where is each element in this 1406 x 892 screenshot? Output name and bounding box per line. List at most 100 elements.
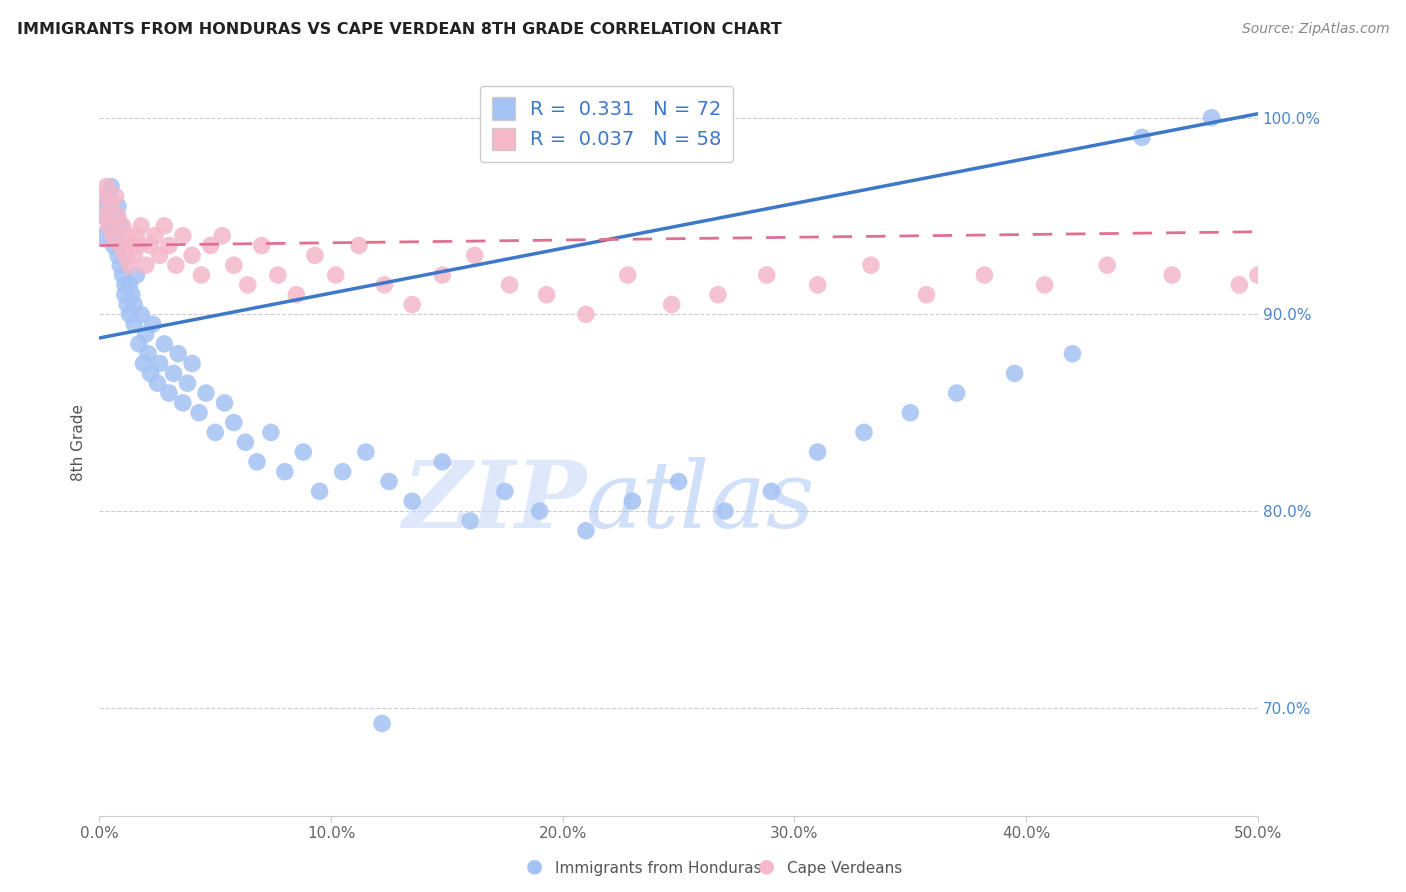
Point	[1097, 258, 1119, 272]
Legend: R =  0.331   N = 72, R =  0.037   N = 58: R = 0.331 N = 72, R = 0.037 N = 58	[479, 86, 734, 161]
Point	[118, 277, 141, 292]
Point	[103, 228, 125, 243]
Point	[107, 199, 129, 213]
Point	[755, 268, 778, 282]
Point	[200, 238, 222, 252]
Point	[135, 258, 157, 272]
Point	[129, 307, 152, 321]
Point	[214, 396, 236, 410]
Point	[136, 347, 159, 361]
Point	[114, 248, 136, 262]
Point	[111, 219, 134, 233]
Point	[1130, 130, 1153, 145]
Point	[915, 287, 938, 301]
Point	[122, 248, 145, 262]
Point	[90, 228, 112, 243]
Point	[135, 326, 157, 341]
Point	[401, 494, 423, 508]
Point	[142, 317, 165, 331]
Point	[118, 258, 141, 272]
Point	[110, 238, 132, 252]
Point	[115, 297, 138, 311]
Point	[128, 238, 150, 252]
Point	[143, 228, 166, 243]
Point	[118, 307, 141, 321]
Point	[157, 238, 180, 252]
Point	[714, 504, 737, 518]
Point	[378, 475, 401, 489]
Point	[285, 287, 308, 301]
Point	[176, 376, 198, 391]
Text: IMMIGRANTS FROM HONDURAS VS CAPE VERDEAN 8TH GRADE CORRELATION CHART: IMMIGRANTS FROM HONDURAS VS CAPE VERDEAN…	[17, 22, 782, 37]
Point	[304, 248, 326, 262]
Point	[125, 268, 148, 282]
Point	[128, 337, 150, 351]
Point	[190, 268, 212, 282]
Point	[1161, 268, 1184, 282]
Point	[181, 357, 204, 371]
Point	[172, 228, 194, 243]
Point	[110, 258, 132, 272]
Point	[250, 238, 273, 252]
Point	[111, 238, 134, 252]
Point	[707, 287, 730, 301]
Text: atlas: atlas	[586, 457, 815, 547]
Point	[167, 347, 190, 361]
Point	[211, 228, 233, 243]
Point	[172, 396, 194, 410]
Point	[153, 219, 176, 233]
Point	[1004, 367, 1026, 381]
Point	[181, 248, 204, 262]
Point	[111, 268, 134, 282]
Point	[616, 268, 638, 282]
Point	[129, 219, 152, 233]
Point	[260, 425, 283, 440]
Point	[122, 317, 145, 331]
Point	[149, 248, 172, 262]
Point	[325, 268, 347, 282]
Point	[668, 475, 690, 489]
Point	[195, 386, 218, 401]
Point	[100, 199, 122, 213]
Point	[529, 504, 551, 518]
Point	[132, 357, 155, 371]
Text: ●: ●	[758, 857, 775, 876]
Point	[125, 228, 148, 243]
Point	[1201, 111, 1223, 125]
Point	[107, 248, 129, 262]
Point	[222, 416, 245, 430]
Point	[536, 287, 558, 301]
Point	[146, 376, 169, 391]
Point	[308, 484, 330, 499]
Text: Immigrants from Honduras: Immigrants from Honduras	[555, 861, 762, 876]
Point	[96, 199, 118, 213]
Point	[93, 209, 115, 223]
Point	[807, 277, 830, 292]
Point	[139, 367, 162, 381]
Point	[458, 514, 481, 528]
Point	[165, 258, 187, 272]
Point	[162, 367, 184, 381]
Point	[973, 268, 995, 282]
Point	[246, 455, 269, 469]
Point	[354, 445, 377, 459]
Point	[96, 179, 118, 194]
Point	[110, 219, 132, 233]
Text: ●: ●	[526, 857, 543, 876]
Point	[575, 307, 598, 321]
Point	[432, 268, 454, 282]
Point	[332, 465, 354, 479]
Point	[1033, 277, 1056, 292]
Point	[97, 219, 120, 233]
Point	[222, 258, 245, 272]
Point	[661, 297, 683, 311]
Point	[575, 524, 598, 538]
Point	[274, 465, 297, 479]
Point	[93, 209, 115, 223]
Point	[114, 287, 136, 301]
Text: ZIP: ZIP	[402, 457, 586, 547]
Point	[107, 209, 129, 223]
Point	[347, 238, 370, 252]
Point	[204, 425, 226, 440]
Point	[122, 297, 145, 311]
